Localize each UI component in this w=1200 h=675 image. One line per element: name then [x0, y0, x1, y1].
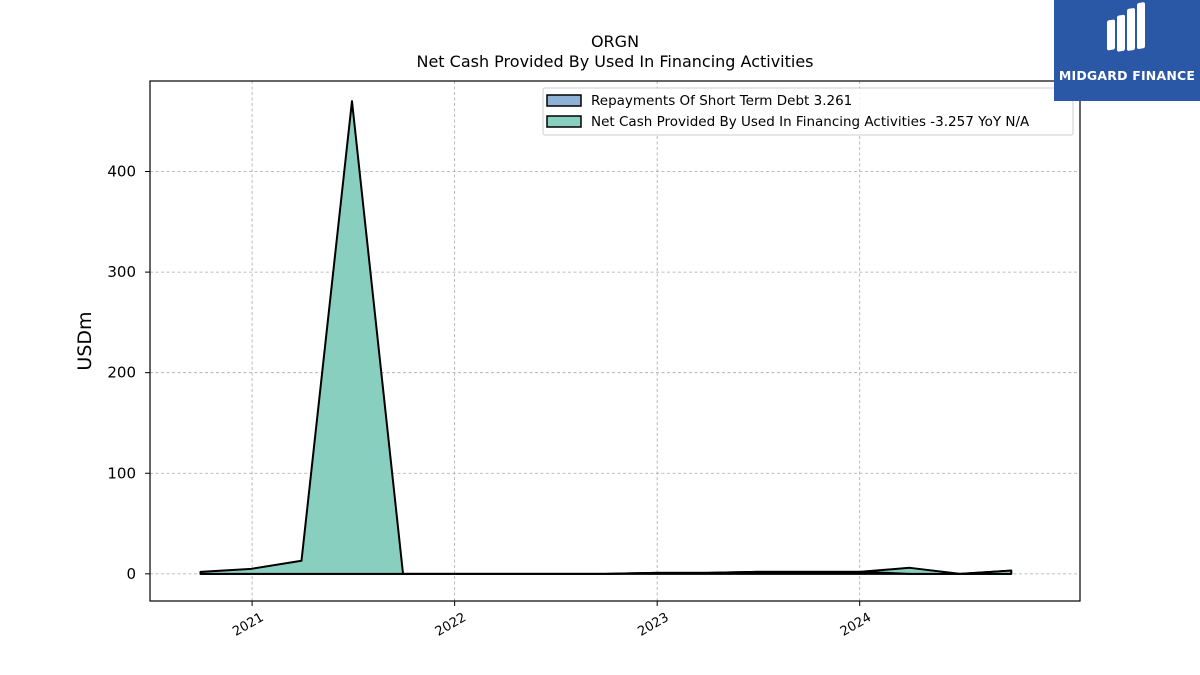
legend: Repayments Of Short Term Debt 3.261 Net … [542, 87, 1074, 136]
x-tick-label-0: 2021 [230, 610, 266, 640]
legend-item-net-cash: Net Cash Provided By Used In Financing A… [591, 114, 1030, 130]
plot-frame [149, 80, 1081, 602]
y-tick-label-1: 100 [107, 464, 136, 482]
legend-swatch-repayments [546, 94, 582, 107]
midgard-logo-text: MIDGARD FINANCE [1058, 68, 1196, 83]
y-tick-label-2: 200 [107, 364, 136, 382]
chart-title: ORGN [591, 32, 639, 51]
midgard-logo: MIDGARD FINANCE [1054, 0, 1200, 101]
series-areas [199, 100, 1013, 575]
x-tick-label-1: 2022 [433, 610, 469, 640]
x-tick-label-2: 2023 [635, 610, 671, 640]
legend-box [542, 87, 1074, 136]
x-tick-label-3: 2024 [838, 610, 874, 640]
chart-subtitle: Net Cash Provided By Used In Financing A… [416, 52, 813, 71]
x-axis: 2021 2022 2023 2024 [230, 601, 874, 640]
legend-swatch-net-cash [546, 115, 582, 128]
y-tick-label-0: 0 [126, 565, 136, 583]
y-axis: 0 100 200 300 400 [107, 163, 150, 583]
legend-item-repayments: Repayments Of Short Term Debt 3.261 [591, 93, 852, 109]
y-axis-label: USDm [74, 311, 96, 370]
series-area-1 [199, 100, 1013, 575]
y-tick-label-4: 400 [107, 163, 136, 181]
y-tick-label-3: 300 [107, 263, 136, 281]
midgard-logo-icon [1107, 2, 1145, 52]
grid [150, 81, 1080, 601]
